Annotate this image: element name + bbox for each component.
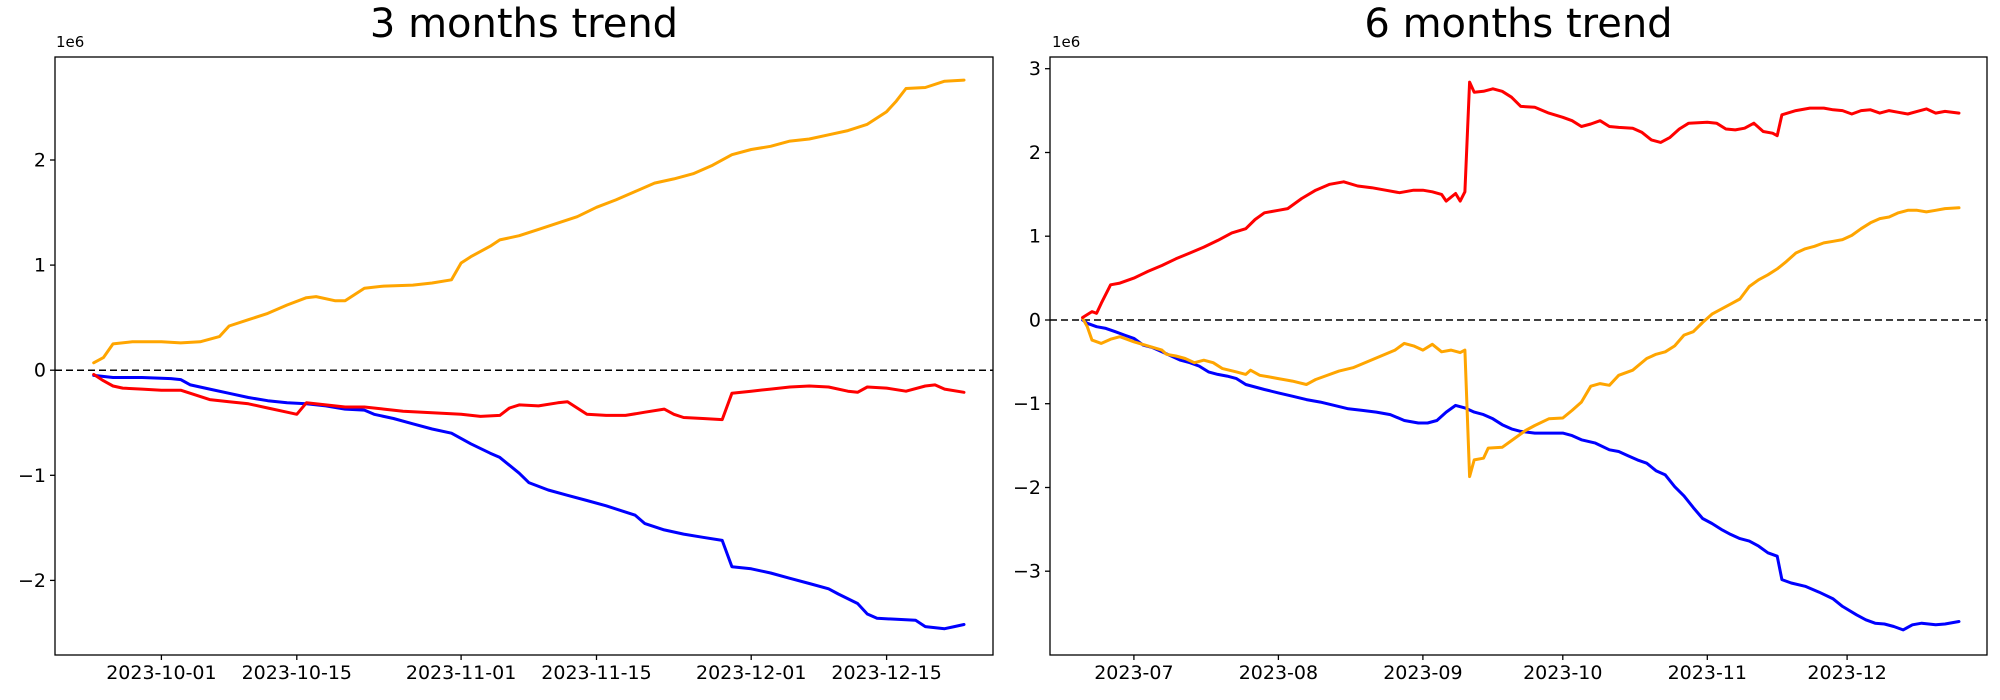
chart-title-3-months: 3 months trend [369,1,679,47]
series-line-blue [1081,318,1961,632]
x-tick-label: 2023-12 [1807,662,1886,684]
series-line-orange [1081,206,1961,479]
x-tick-label: 2023-12-01 [696,662,806,684]
y-tick-label: −2 [18,570,46,592]
y-axis-offset-label-right: 1e6 [1052,33,1081,51]
chart-6-months: 3 2 1 0 −1 −2 −3 2023-07 2023-08 2023-09 2023-10 20… [1013,56,1988,684]
y-tick-label: −2 [1013,477,1041,499]
y-tick-label: 0 [34,360,46,382]
y-tick-label: 0 [1029,309,1041,331]
chart-title-6-months: 6 months trend [1364,1,1673,47]
x-tick-label: 2023-11-01 [406,662,516,684]
series-line-red [1081,80,1961,319]
y-tick-label: 2 [34,149,46,171]
y-axis-offset-label-left: 1e6 [56,33,85,51]
chart-3-months: 2 1 0 −1 −2 2023-10-01 2023-10-15 2023-11-01 202… [18,56,994,684]
series-line-blue [92,373,966,631]
y-tick-label: 1 [34,255,46,277]
y-tick-label: −1 [1013,393,1041,415]
series-line-red [92,372,966,422]
y-tick-label: −3 [1013,561,1041,583]
y-tick-label: 1 [1029,226,1041,248]
series-line-orange [92,78,966,365]
x-tick-label: 2023-09 [1383,662,1462,684]
x-tick-label: 2023-10-01 [106,662,216,684]
x-tick-label: 2023-07 [1094,662,1173,684]
x-tick-label: 2023-11 [1668,662,1747,684]
x-tick-label: 2023-12-15 [831,662,941,684]
plot-border [1049,56,1988,656]
x-tick-label: 2023-10 [1523,662,1602,684]
plot-border [54,56,994,656]
y-tick-label: 2 [1029,142,1041,164]
y-tick-label: 3 [1029,58,1041,80]
x-tick-label: 2023-11-15 [541,662,651,684]
x-tick-label: 2023-08 [1239,662,1318,684]
x-tick-label: 2023-10-15 [242,662,352,684]
y-tick-label: −1 [18,465,46,487]
